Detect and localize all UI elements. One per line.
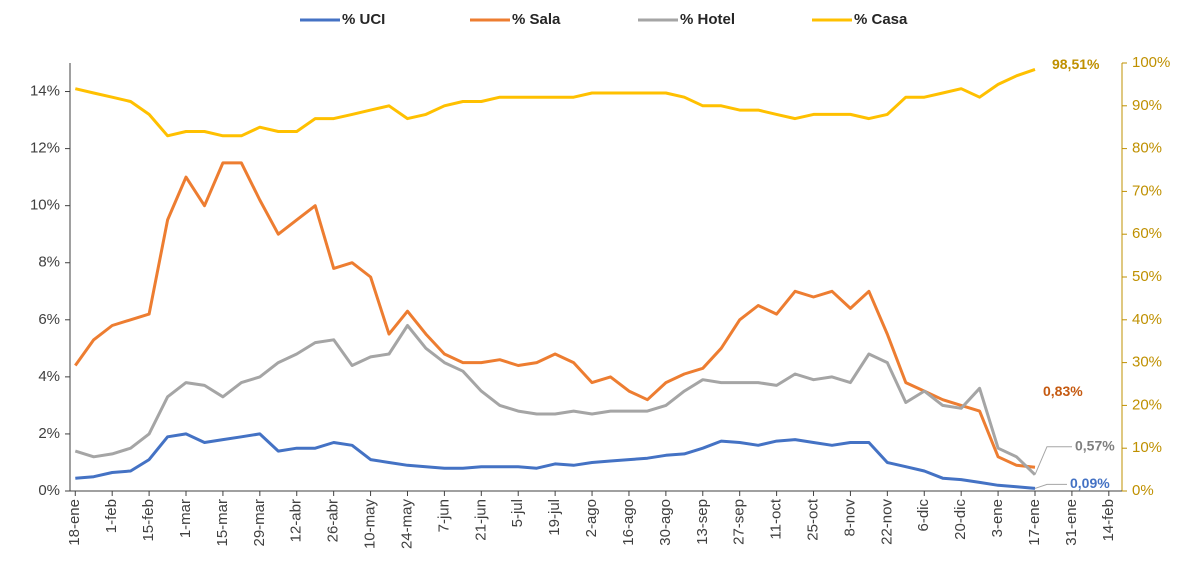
x-tick-label: 21-jun xyxy=(472,499,489,541)
y-tick-label: 14% xyxy=(30,83,60,100)
y2-tick-label: 30% xyxy=(1132,354,1162,371)
x-tick-label: 12-abr xyxy=(288,499,305,542)
x-tick-label: 8-nov xyxy=(841,499,858,537)
end-label: 0,83% xyxy=(1043,383,1083,399)
x-tick-label: 2-ago xyxy=(583,499,600,537)
x-tick-label: 18-ene xyxy=(66,499,83,546)
x-tick-label: 29-mar xyxy=(251,499,268,547)
x-tick-label: 14-feb xyxy=(1100,499,1117,542)
leader-line xyxy=(1034,483,1067,489)
x-tick-label: 15-mar xyxy=(214,499,231,547)
y2-tick-label: 0% xyxy=(1132,482,1154,499)
series-line xyxy=(74,161,1036,469)
x-tick-label: 13-sep xyxy=(694,499,711,545)
legend-label: % Hotel xyxy=(680,11,735,28)
series-line xyxy=(74,67,1036,138)
y-tick-label: 4% xyxy=(38,368,60,385)
y2-tick-label: 90% xyxy=(1132,97,1162,114)
y-tick-label: 2% xyxy=(38,425,60,442)
y-tick-label: 0% xyxy=(38,482,60,499)
y2-tick-label: 50% xyxy=(1132,268,1162,285)
x-tick-label: 15-feb xyxy=(140,499,157,542)
x-tick-label: 1-mar xyxy=(177,499,194,538)
legend-label: % Casa xyxy=(854,11,908,28)
x-tick-label: 24-may xyxy=(398,499,415,550)
y-tick-label: 6% xyxy=(38,311,60,328)
x-tick-label: 5-jul xyxy=(509,499,526,527)
legend: % UCI % Sala % Hotel % Casa xyxy=(300,11,908,28)
x-tick-label: 20-dic xyxy=(952,499,969,540)
y-tick-label: 10% xyxy=(30,197,60,214)
series-line xyxy=(74,324,1037,476)
end-label: 0,09% xyxy=(1070,475,1110,491)
x-tick-label: 7-jun xyxy=(435,499,452,532)
end-label: 0,57% xyxy=(1075,437,1115,453)
y-tick-label: 12% xyxy=(30,140,60,157)
legend-label: % Sala xyxy=(512,11,561,28)
x-tick-label: 16-ago xyxy=(620,499,637,546)
x-tick-label: 30-ago xyxy=(657,499,674,546)
y2-tick-label: 20% xyxy=(1132,396,1162,413)
x-tick-label: 6-dic xyxy=(915,499,932,532)
end-label: 98,51% xyxy=(1052,56,1100,72)
x-tick-label: 19-jul xyxy=(546,499,563,536)
y2-tick-label: 40% xyxy=(1132,311,1162,328)
x-tick-label: 11-oct xyxy=(768,498,785,539)
series-line xyxy=(75,432,1036,490)
legend-label: % UCI xyxy=(342,11,385,28)
x-tick-label: 26-abr xyxy=(325,499,342,542)
x-tick-label: 10-may xyxy=(362,499,379,550)
y2-tick-label: 10% xyxy=(1132,439,1162,456)
y2-tick-label: 100% xyxy=(1132,54,1170,71)
leader-line xyxy=(1034,446,1072,475)
x-tick-label: 27-sep xyxy=(731,499,748,545)
x-tick-label: 3-ene xyxy=(989,499,1006,537)
x-tick-label: 17-ene xyxy=(1026,499,1043,546)
x-tick-label: 25-oct xyxy=(804,498,821,541)
x-tick-label: 31-ene xyxy=(1063,499,1080,546)
x-tick-label: 1-feb xyxy=(103,499,120,533)
y2-tick-label: 70% xyxy=(1132,182,1162,199)
y-tick-label: 8% xyxy=(38,254,60,271)
y2-tick-label: 80% xyxy=(1132,140,1162,157)
y2-tick-label: 60% xyxy=(1132,225,1162,242)
x-tick-label: 22-nov xyxy=(878,499,895,545)
